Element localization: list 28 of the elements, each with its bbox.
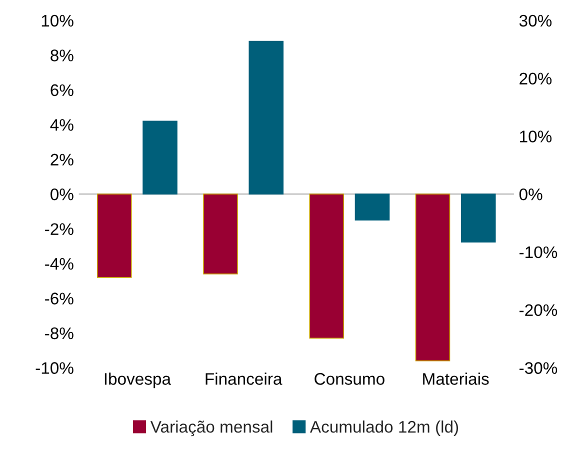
y-tick-label: 8%: [50, 50, 74, 62]
y-tick-label: 0%: [50, 188, 74, 200]
bar: [142, 120, 178, 195]
y2-tick-label: -30%: [520, 362, 558, 374]
bar: [354, 194, 390, 221]
y-tick-label: -10%: [36, 362, 74, 374]
y2-tick-label: 20%: [520, 72, 552, 85]
y2-tick-label: 0%: [519, 188, 542, 200]
bar: [460, 194, 496, 243]
y-tick-label: -6%: [45, 292, 74, 304]
y-tick-label: 6%: [50, 84, 74, 96]
y-tick-label: -4%: [45, 258, 74, 270]
y2-tick-label: -20%: [520, 304, 558, 316]
y-tick-label: -8%: [45, 327, 74, 340]
y2-tick-label: 10%: [520, 130, 552, 142]
y-tick-label: 10%: [42, 14, 74, 27]
bar: [248, 40, 284, 195]
legend-label: Variação mensal: [150, 420, 272, 436]
x-tick-label: Consumo: [314, 373, 384, 385]
y-tick-label: 4%: [50, 119, 74, 131]
x-tick-label: Materiais: [423, 372, 489, 385]
y2-tick-label: 30%: [519, 14, 552, 27]
y-tick-label: -2%: [45, 223, 74, 235]
y2-tick-label: -10%: [520, 246, 558, 258]
x-tick-label: Financeira: [206, 372, 282, 385]
y-tick-label: 2%: [50, 154, 74, 166]
x-tick-label: Ibovespa: [104, 372, 172, 388]
legend-label: Acumulado 12m (ld): [310, 420, 458, 436]
